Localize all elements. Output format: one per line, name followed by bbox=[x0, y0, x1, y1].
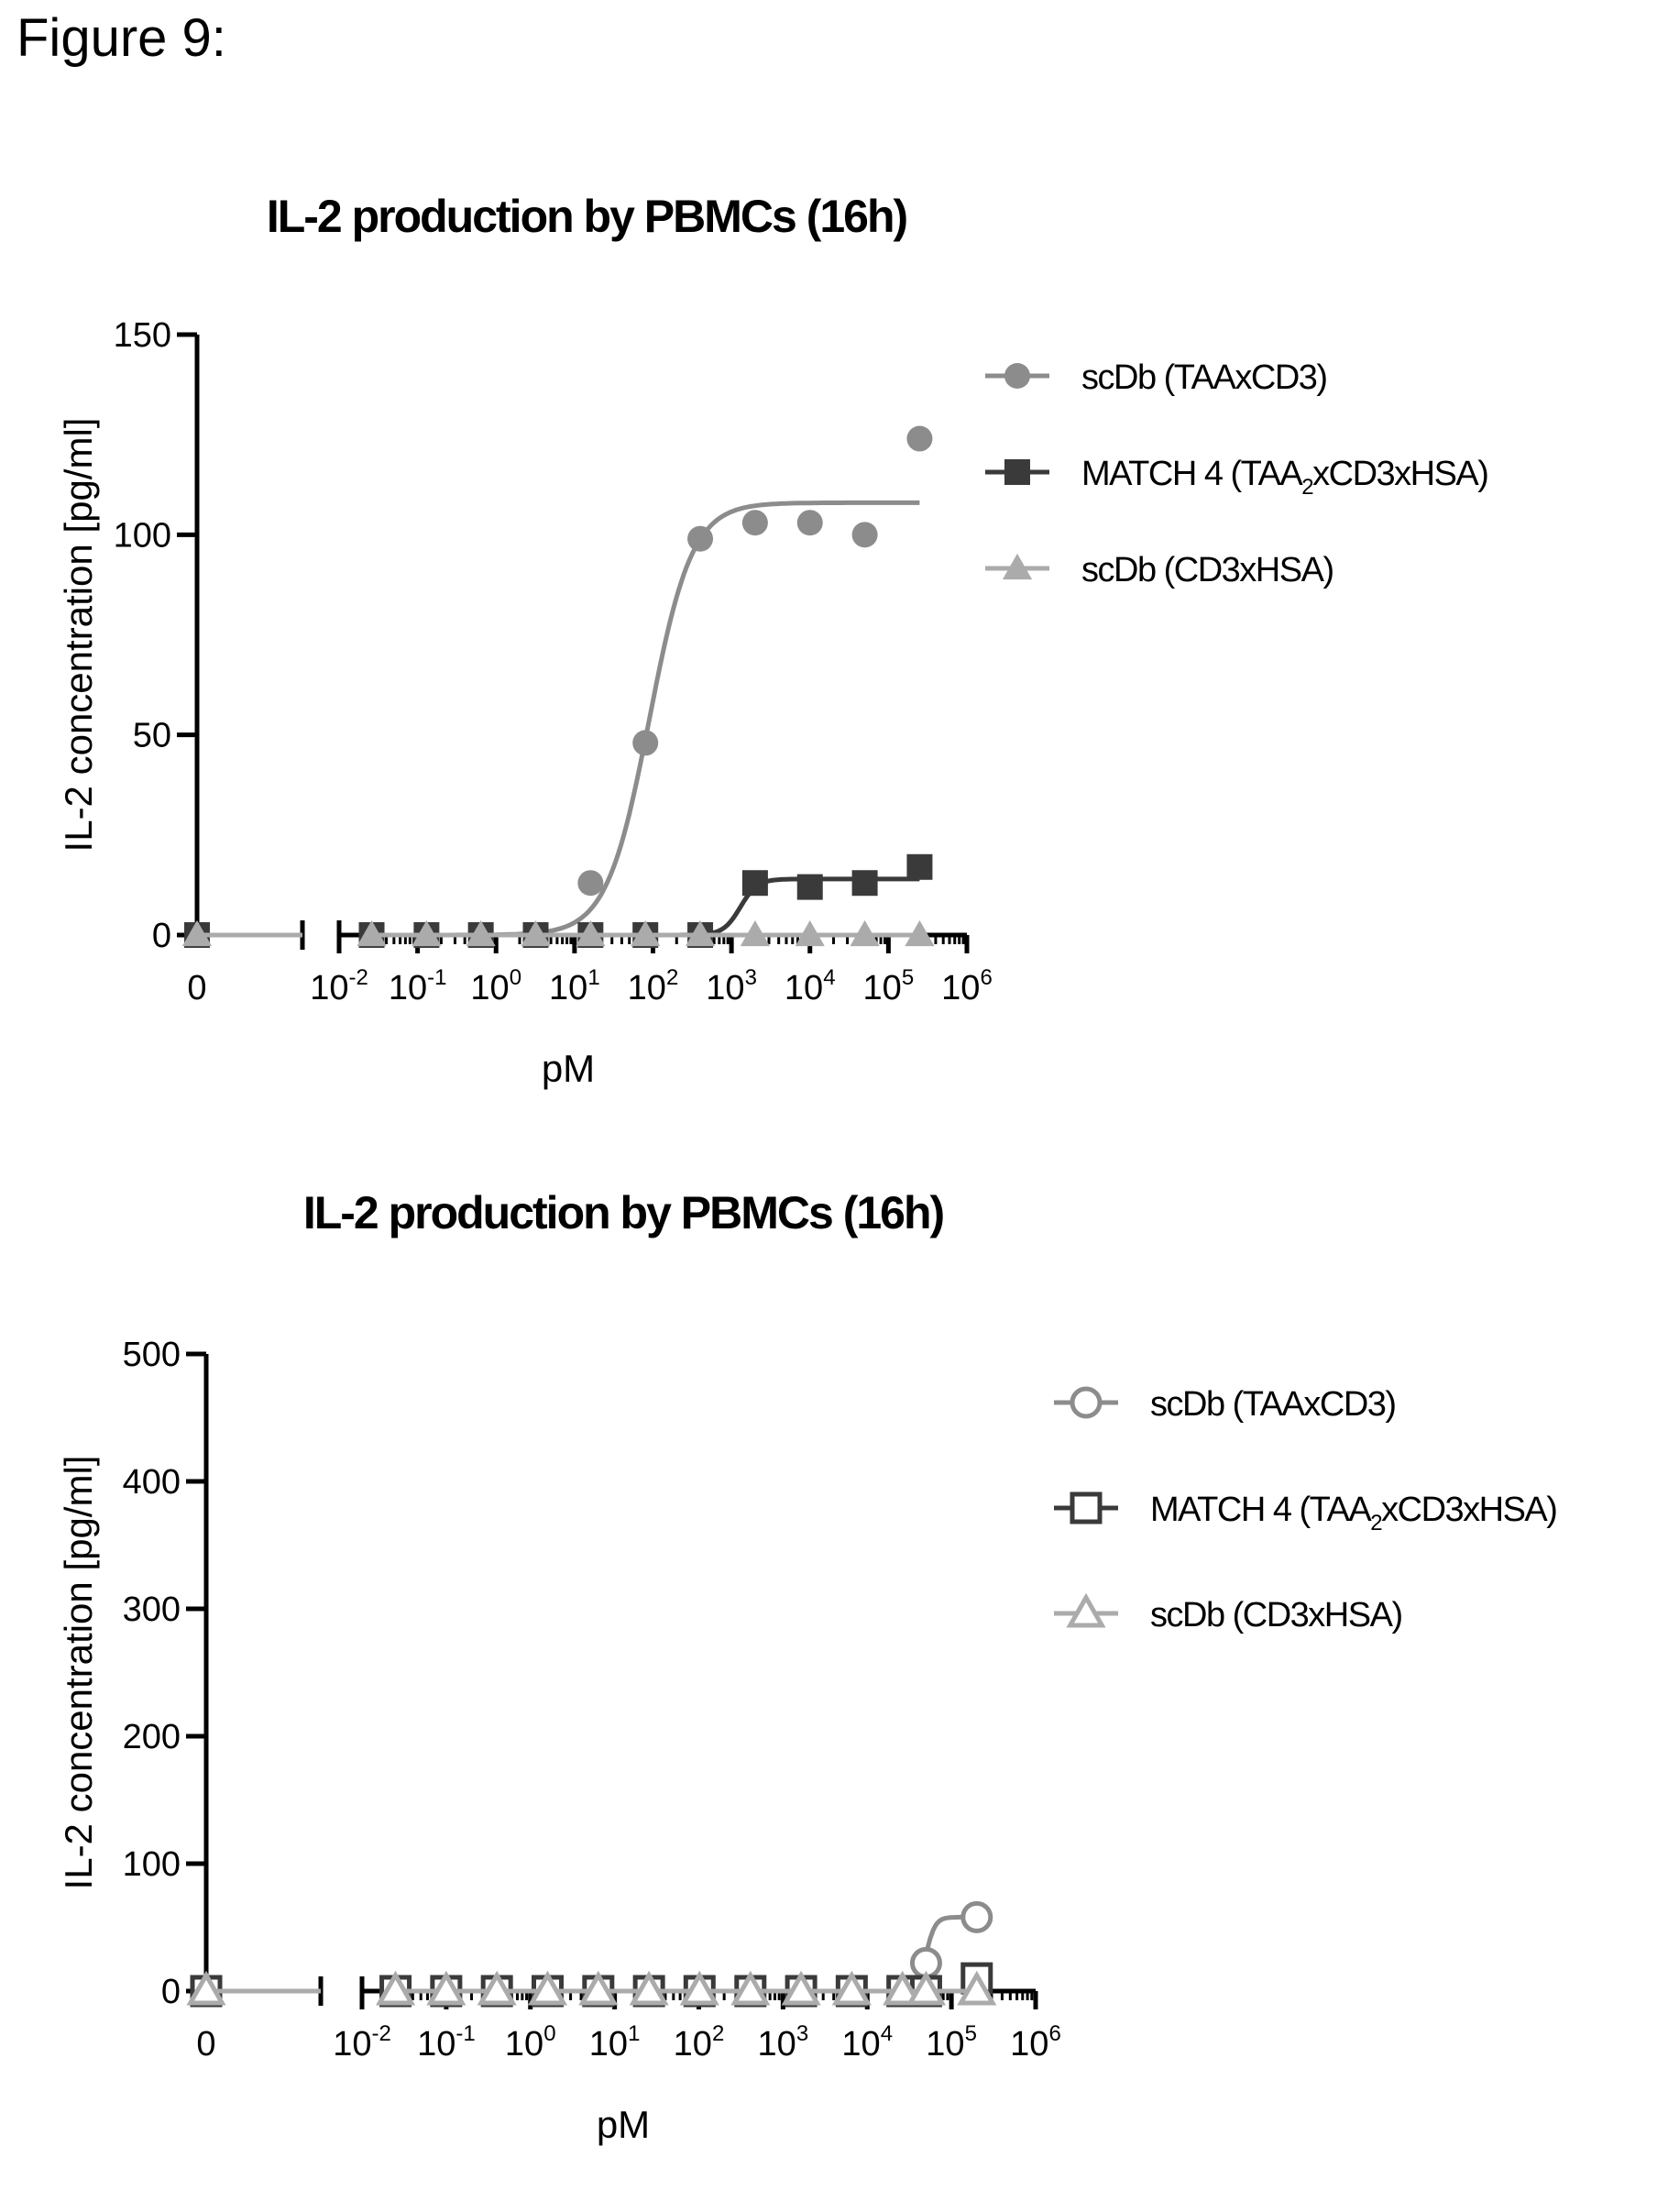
y-tick-label: 50 bbox=[133, 717, 171, 755]
data-point bbox=[740, 919, 771, 947]
data-point bbox=[851, 870, 878, 897]
legend-marker bbox=[1066, 1592, 1106, 1628]
data-point bbox=[796, 874, 823, 900]
data-point bbox=[741, 510, 768, 536]
y-tick-label: 400 bbox=[123, 1463, 181, 1502]
series-1: scDb (TAAxCD3) bbox=[184, 358, 1328, 948]
data-point bbox=[795, 919, 825, 947]
data-point bbox=[960, 1900, 993, 1933]
data-point bbox=[850, 919, 880, 947]
data-point bbox=[781, 1970, 821, 2006]
data-point bbox=[905, 1970, 947, 2006]
data-point bbox=[905, 919, 935, 947]
x-tick-label: 104 bbox=[785, 965, 836, 1007]
x-tick-label: 100 bbox=[505, 2021, 556, 2063]
data-point-zero bbox=[186, 1970, 226, 2006]
data-point bbox=[426, 1970, 466, 2006]
x-tick-label: 10-2 bbox=[333, 2021, 391, 2063]
x-tick-label: 101 bbox=[589, 2021, 641, 2063]
y-tick-label: 0 bbox=[152, 917, 171, 955]
data-point bbox=[741, 870, 768, 897]
x-tick-label: 106 bbox=[941, 965, 993, 1007]
x-tick-label: 105 bbox=[863, 965, 915, 1007]
chart-2: IL-2 production by PBMCs (16h) 0 100 200 300… bbox=[57, 1187, 1558, 2146]
legend-label: MATCH 4 (TAA2xCD3xHSA) bbox=[1150, 1491, 1556, 1535]
data-point bbox=[906, 853, 933, 880]
fit-curve bbox=[371, 500, 920, 938]
data-point-zero bbox=[181, 919, 213, 947]
y-tick-label: 150 bbox=[114, 316, 171, 355]
data-point bbox=[357, 919, 387, 947]
data-point bbox=[957, 1970, 997, 2006]
x-tick-label-zero: 0 bbox=[196, 2025, 215, 2063]
series-3: scDb (CD3xHSA) bbox=[186, 1592, 1403, 2006]
legend-marker bbox=[1004, 363, 1030, 389]
chart-1: IL-2 production by PBMCs (16h) 0 50 100 150 I… bbox=[57, 191, 1489, 1090]
legend-label: MATCH 4 (TAA2xCD3xHSA) bbox=[1081, 455, 1487, 500]
y-axis-label: IL-2 concentration [pg/ml] bbox=[57, 418, 100, 853]
x-tick-label: 10-1 bbox=[389, 965, 447, 1007]
data-point bbox=[679, 1970, 719, 2006]
data-point bbox=[412, 919, 442, 947]
data-point bbox=[629, 1970, 669, 2006]
data-point bbox=[466, 919, 496, 947]
legend-marker bbox=[1070, 1386, 1103, 1419]
x-tick-label: 102 bbox=[628, 965, 679, 1007]
series-3: scDb (CD3xHSA) bbox=[181, 551, 1334, 947]
legend-label: scDb (CD3xHSA) bbox=[1150, 1596, 1402, 1634]
data-point bbox=[685, 919, 716, 947]
data-point bbox=[730, 1970, 771, 2006]
legend-marker bbox=[1070, 1491, 1103, 1524]
data-point bbox=[578, 1970, 619, 2006]
data-point bbox=[906, 425, 933, 452]
data-point bbox=[851, 522, 878, 548]
series-2: MATCH 4 (TAA2xCD3xHSA) bbox=[190, 1491, 1558, 2008]
data-point bbox=[477, 1970, 517, 2006]
y-tick-label: 100 bbox=[123, 1845, 181, 1884]
data-point bbox=[632, 730, 659, 756]
y-axis-label: IL-2 concentration [pg/ml] bbox=[57, 1456, 100, 1890]
x-axis-label: pM bbox=[597, 2103, 650, 2146]
y-tick-label: 0 bbox=[161, 1973, 181, 2011]
data-point bbox=[796, 510, 823, 536]
x-tick-label: 106 bbox=[1010, 2021, 1061, 2063]
y-tick-label: 100 bbox=[114, 516, 171, 555]
x-tick-label: 100 bbox=[470, 965, 521, 1007]
figure-label: Figure 9: bbox=[16, 8, 226, 68]
x-tick-label: 105 bbox=[926, 2021, 977, 2063]
legend-marker bbox=[1004, 459, 1030, 485]
legend-label: scDb (TAAxCD3) bbox=[1150, 1385, 1396, 1424]
legend-label: scDb (CD3xHSA) bbox=[1081, 551, 1333, 589]
data-point bbox=[376, 1970, 416, 2006]
data-point bbox=[576, 919, 606, 947]
data-point bbox=[831, 1970, 872, 2006]
data-point bbox=[631, 919, 661, 947]
x-tick-label: 103 bbox=[758, 2021, 809, 2063]
x-tick-label: 101 bbox=[549, 965, 600, 1007]
chart-title: IL-2 production by PBMCs (16h) bbox=[267, 191, 907, 242]
data-point bbox=[687, 525, 714, 552]
legend-label: scDb (TAAxCD3) bbox=[1081, 358, 1327, 397]
x-tick-label: 104 bbox=[841, 2021, 893, 2063]
x-axis-label: pM bbox=[542, 1047, 595, 1090]
x-tick-label: 10-2 bbox=[310, 965, 368, 1007]
data-point bbox=[577, 870, 604, 897]
series-1: scDb (TAAxCD3) bbox=[190, 1385, 1397, 2008]
y-tick-label: 300 bbox=[123, 1590, 181, 1629]
series-2: MATCH 4 (TAA2xCD3xHSA) bbox=[184, 455, 1489, 948]
legend-marker bbox=[1002, 553, 1033, 580]
y-tick-label: 500 bbox=[123, 1336, 181, 1374]
x-tick-label-zero: 0 bbox=[187, 969, 206, 1007]
data-point bbox=[521, 919, 551, 947]
chart-title: IL-2 production by PBMCs (16h) bbox=[303, 1187, 944, 1238]
y-tick-label: 200 bbox=[123, 1718, 181, 1756]
x-tick-label: 103 bbox=[706, 965, 757, 1007]
data-point bbox=[883, 1970, 923, 2006]
data-point bbox=[527, 1970, 568, 2006]
x-tick-label: 10-1 bbox=[417, 2021, 476, 2063]
x-tick-label: 102 bbox=[674, 2021, 725, 2063]
